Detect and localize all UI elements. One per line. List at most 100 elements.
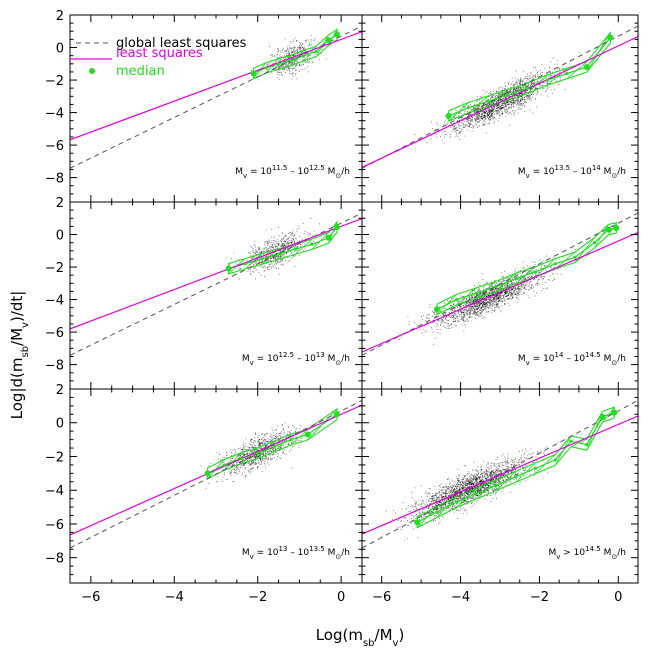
scatter-point <box>282 260 284 262</box>
scatter-point <box>496 108 497 109</box>
scatter-point <box>291 252 292 254</box>
label-sub: v <box>250 359 254 367</box>
scatter-point <box>495 100 496 102</box>
scatter-point <box>481 108 483 110</box>
scatter-point <box>545 90 547 92</box>
scatter-point <box>299 50 301 52</box>
scatter-point <box>519 101 521 103</box>
scatter-point <box>459 315 460 317</box>
scatter-point <box>302 63 304 65</box>
scatter-point <box>260 252 262 254</box>
scatter-point <box>517 102 519 104</box>
scatter-point <box>293 50 295 52</box>
scatter-point <box>474 299 476 300</box>
scatter-point <box>474 310 476 311</box>
scatter-point <box>457 316 459 318</box>
scatter-point <box>523 87 524 89</box>
scatter-point <box>509 286 511 288</box>
scatter-point <box>534 88 536 90</box>
scatter-point <box>495 118 497 120</box>
scatter-point <box>456 314 458 316</box>
scatter-point <box>506 92 508 93</box>
scatter-point <box>518 105 520 106</box>
scatter-point <box>515 268 517 270</box>
scatter-point <box>249 271 251 273</box>
scatter-point <box>455 325 457 326</box>
scatter-point <box>488 115 490 117</box>
scatter-point <box>282 51 284 53</box>
label-sub: ⊙ <box>335 359 341 367</box>
scatter-point <box>295 50 297 52</box>
scatter-point <box>507 109 509 110</box>
scatter-point <box>496 299 498 300</box>
scatter-point <box>484 309 486 311</box>
scatter-point <box>303 233 305 234</box>
scatter-point <box>458 304 460 306</box>
scatter-point <box>477 121 479 123</box>
scatter-point <box>466 299 468 300</box>
scatter-point <box>525 278 527 280</box>
scatter-point <box>515 273 517 275</box>
scatter-point <box>507 82 509 84</box>
scatter-point <box>490 119 492 121</box>
scatter-point <box>490 298 492 300</box>
scatter-point <box>286 68 287 70</box>
scatter-point <box>284 68 286 70</box>
scatter-point <box>273 235 275 237</box>
scatter-point <box>439 333 441 335</box>
scatter-point <box>528 83 529 85</box>
scatter-point <box>276 259 278 261</box>
scatter-point <box>540 94 542 96</box>
scatter-point <box>506 284 508 286</box>
scatter-point <box>296 39 298 41</box>
scatter-point <box>512 94 514 96</box>
scatter-point <box>509 103 511 105</box>
scatter-point <box>485 118 487 120</box>
scatter-point <box>293 239 294 241</box>
scatter-point <box>501 276 503 278</box>
scatter-point <box>474 314 476 316</box>
scatter-point <box>540 70 542 71</box>
scatter-point <box>292 251 293 253</box>
scatter-point <box>307 232 309 234</box>
scatter-point <box>278 235 280 237</box>
scatter-point <box>513 113 515 115</box>
scatter-point <box>462 320 464 322</box>
scatter-point <box>481 96 482 98</box>
scatter-point <box>481 104 483 106</box>
scatter-point <box>524 86 526 88</box>
scatter-point <box>446 300 448 301</box>
scatter-point <box>497 96 499 97</box>
scatter-point <box>523 277 525 279</box>
scatter-point <box>490 290 492 292</box>
scatter-point <box>507 113 509 115</box>
scatter-point <box>472 305 474 307</box>
scatter-point <box>466 123 468 125</box>
scatter-point <box>293 46 295 48</box>
scatter-point <box>507 102 509 104</box>
scatter-point <box>283 249 285 251</box>
label-part: – 10 <box>570 167 592 177</box>
scatter-point <box>520 274 522 276</box>
scatter-point <box>498 298 499 300</box>
scatter-point <box>484 303 486 305</box>
scatter-point <box>447 319 449 321</box>
scatter-point <box>524 277 526 279</box>
scatter-point <box>267 241 269 243</box>
scatter-point <box>500 100 501 102</box>
scatter-point <box>456 126 457 128</box>
scatter-point <box>493 301 495 303</box>
median-point <box>293 247 297 251</box>
scatter-point <box>495 295 497 297</box>
scatter-point <box>460 318 462 320</box>
scatter-point <box>250 245 252 247</box>
scatter-point <box>482 109 483 110</box>
scatter-point <box>303 48 305 50</box>
scatter-point <box>498 115 500 117</box>
scatter-point <box>481 106 483 108</box>
scatter-point <box>305 238 307 240</box>
scatter-point <box>485 287 487 289</box>
scatter-point <box>508 81 510 82</box>
scatter-point <box>516 290 518 292</box>
scatter-point <box>525 85 527 86</box>
